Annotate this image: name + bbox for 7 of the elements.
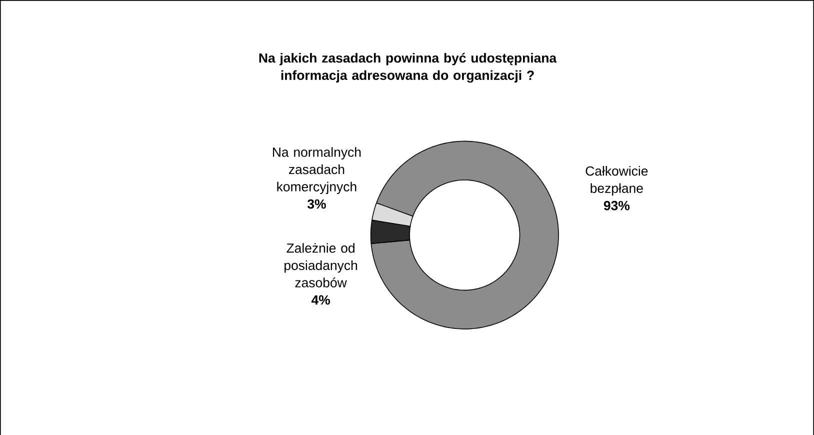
data-label: 93% [604,200,630,210]
chart-title: Na jakich zasadach powinna być udostępniana informacja adresowana do organizacji ? [259,52,557,82]
slice-label: Całkowicie bezpłane [586,166,648,196]
slice-label: Zależnie od posiadanych zasobów [284,242,358,288]
data-label: 4% [311,295,330,304]
data-label: 3% [307,199,326,208]
slice-label: Na normalnych zasadach komercyjnych [272,146,361,194]
